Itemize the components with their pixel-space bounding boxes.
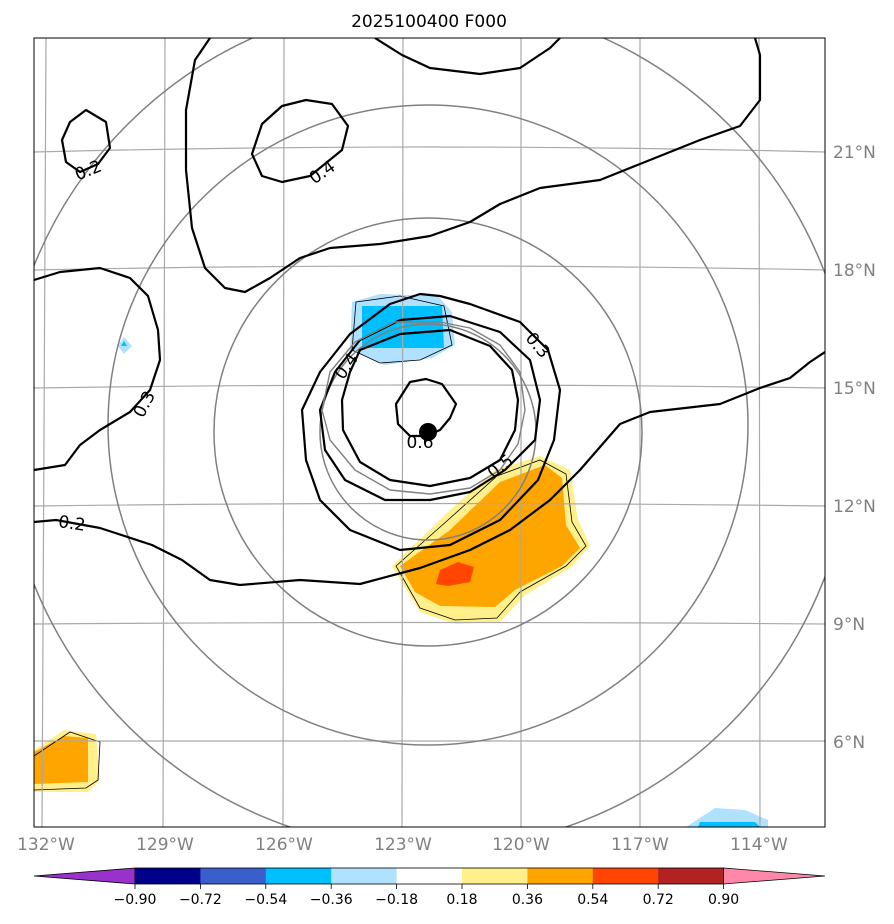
colorbar-tick-label: −0.36 bbox=[310, 892, 353, 908]
contour-label-3: 0.2 bbox=[57, 512, 87, 536]
lon-label-114w: 114°W bbox=[730, 835, 788, 855]
chart-title: 2025100400 F000 bbox=[351, 12, 507, 32]
contour-0-4-outer bbox=[300, 292, 562, 552]
contour-0-2-south bbox=[34, 351, 825, 587]
shaded-fields bbox=[34, 294, 768, 827]
meridian-126w bbox=[282, 38, 285, 827]
contour-0-3-upper bbox=[184, 38, 762, 294]
colorbar-tick-label: 0.54 bbox=[577, 892, 608, 908]
colorbar-tick-label: −0.90 bbox=[114, 892, 157, 908]
parallel-15n bbox=[34, 384, 825, 389]
parallel-12n bbox=[34, 502, 825, 507]
lat-label-6n: 6°N bbox=[833, 733, 865, 753]
parallel-21n bbox=[34, 146, 825, 153]
lat-label-15n: 15°N bbox=[833, 379, 876, 399]
contour-0-8-core bbox=[394, 377, 458, 438]
meridian-132w bbox=[41, 38, 47, 827]
colorbar-segment bbox=[527, 868, 594, 884]
colorbar-tick-label: 0.72 bbox=[643, 892, 674, 908]
shade-small-blue-core bbox=[121, 341, 127, 346]
shade-sw-edge-line bbox=[34, 731, 101, 791]
lat-label-9n: 9°N bbox=[833, 615, 865, 635]
colorbar-tick-label: 0.36 bbox=[512, 892, 543, 908]
lon-label-123w: 123°W bbox=[374, 835, 432, 855]
colorbar-segment bbox=[200, 868, 267, 884]
contour-0-3-west bbox=[34, 266, 162, 472]
shade-se-blue bbox=[698, 822, 760, 827]
colorbar-segment bbox=[135, 868, 201, 884]
lon-label-132w: 132°W bbox=[17, 835, 75, 855]
meridian-129w bbox=[162, 38, 166, 827]
contour-0-4-ring-gray bbox=[321, 321, 526, 495]
contour-label-2: 0.4 bbox=[306, 157, 340, 189]
colorbar: −0.90 −0.72 −0.54 −0.36 −0.18 0.18 0.36 0.54 0.7… bbox=[33, 867, 826, 908]
contour-label-4: 0.3 bbox=[130, 388, 160, 421]
range-ring-2 bbox=[213, 217, 643, 647]
colorbar-extend-low bbox=[33, 867, 136, 885]
colorbar-tick-label: −0.18 bbox=[375, 892, 418, 908]
colorbar-tick-label: −0.72 bbox=[179, 892, 222, 908]
meridian-114w bbox=[758, 38, 761, 827]
colorbar-segment bbox=[396, 868, 463, 884]
parallel-9n bbox=[34, 621, 825, 625]
storm-center-marker bbox=[419, 423, 437, 441]
lon-label-120w: 120°W bbox=[492, 835, 550, 855]
lat-label-12n: 12°N bbox=[833, 497, 876, 517]
parallel-18n bbox=[34, 265, 825, 271]
contour-0-5 bbox=[318, 314, 542, 502]
lon-label-117w: 117°W bbox=[611, 835, 669, 855]
contour-0-2-north-loop bbox=[60, 108, 112, 174]
colorbar-segment bbox=[265, 868, 332, 884]
colorbar-segment bbox=[658, 868, 725, 884]
contour-0-3-inner-top bbox=[374, 38, 561, 76]
plot-area: 0.2 0.4 0.2 0.3 0.4 0.3 0.5 0.6 bbox=[34, 38, 825, 827]
colorbar-extend-high bbox=[723, 867, 826, 885]
lon-label-126w: 126°W bbox=[255, 835, 313, 855]
lat-label-21n: 21°N bbox=[833, 143, 876, 163]
shade-positive-red bbox=[436, 562, 474, 586]
colorbar-tick-label: 0.90 bbox=[708, 892, 739, 908]
colorbar-outline bbox=[134, 867, 724, 885]
lon-labels: 132°W 129°W 126°W 123°W 120°W 117°W 114°… bbox=[17, 835, 788, 855]
colorbar-tick-label: −0.54 bbox=[244, 892, 287, 908]
meridian-123w bbox=[401, 38, 404, 827]
lat-labels: 6°N 9°N 12°N 15°N 18°N 21°N bbox=[833, 143, 876, 753]
colorbar-segment bbox=[462, 868, 528, 884]
colorbar-segment bbox=[592, 868, 659, 884]
shade-sw-orange bbox=[34, 736, 88, 784]
lat-label-18n: 18°N bbox=[833, 261, 876, 281]
plot-frame bbox=[33, 37, 826, 828]
lon-label-129w: 129°W bbox=[136, 835, 194, 855]
contour-0-6-ring bbox=[340, 328, 520, 488]
colorbar-tick-label: 0.18 bbox=[446, 892, 477, 908]
colorbar-segment bbox=[331, 868, 398, 884]
contour-0-4-north-loop bbox=[250, 98, 350, 184]
contours bbox=[34, 38, 825, 587]
